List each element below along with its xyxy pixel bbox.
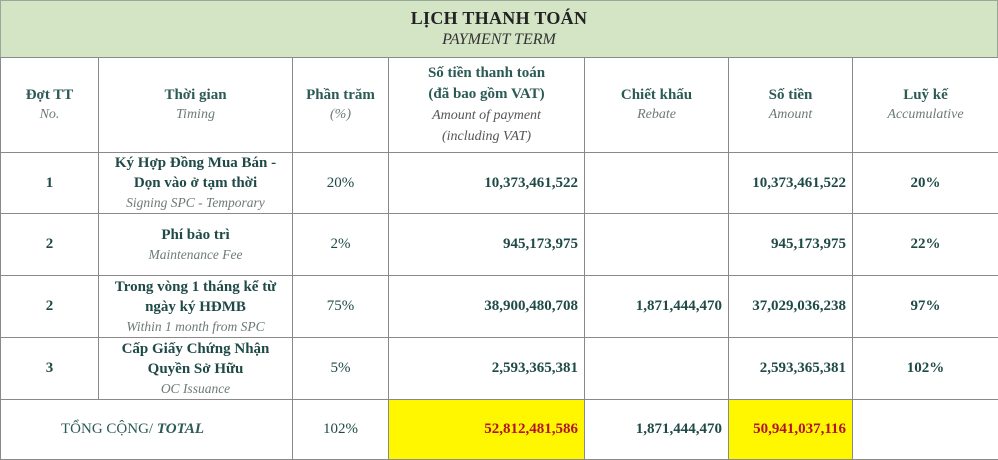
- row-rebate: 1,871,444,470: [585, 276, 729, 338]
- row-cumulative: 22%: [853, 214, 998, 276]
- row-percent: 75%: [293, 276, 389, 338]
- row-percent: 5%: [293, 338, 389, 400]
- row-timing: Trong vòng 1 tháng kể từ ngày ký HĐMB Wi…: [99, 276, 293, 338]
- row-payment: 38,900,480,708: [389, 276, 585, 338]
- table-row: 3 Cấp Giấy Chứng Nhận Quyền Sở Hữu OC Is…: [1, 338, 998, 400]
- total-payment: 52,812,481,586: [389, 400, 585, 460]
- title-vietnamese: LỊCH THANH TOÁN: [1, 1, 997, 29]
- row-amount: 10,373,461,522: [729, 153, 853, 214]
- row-payment: 2,593,365,381: [389, 338, 585, 400]
- total-label-en: TOTAL: [157, 421, 204, 437]
- row-payment: 10,373,461,522: [389, 153, 585, 214]
- total-rebate: 1,871,444,470: [585, 400, 729, 460]
- row-rebate: [585, 153, 729, 214]
- total-row: TỔNG CỘNG/ TOTAL 102% 52,812,481,586 1,8…: [1, 400, 998, 460]
- total-amount: 50,941,037,116: [729, 400, 853, 460]
- header-amount: Số tiền Amount: [729, 58, 853, 153]
- row-amount: 2,593,365,381: [729, 338, 853, 400]
- row-rebate: [585, 338, 729, 400]
- header-payment: Số tiền thanh toán (đã bao gồm VAT) Amou…: [389, 58, 585, 153]
- header-timing: Thời gian Timing: [99, 58, 293, 153]
- row-no: 3: [1, 338, 99, 400]
- header-percent: Phần trăm (%): [293, 58, 389, 153]
- row-payment: 945,173,975: [389, 214, 585, 276]
- total-label-vi: TỔNG CỘNG/: [61, 421, 153, 437]
- row-no: 1: [1, 153, 99, 214]
- total-percent: 102%: [293, 400, 389, 460]
- header-rebate: Chiết khấu Rebate: [585, 58, 729, 153]
- header-no: Đợt TT No.: [1, 58, 99, 153]
- row-percent: 2%: [293, 214, 389, 276]
- row-timing: Cấp Giấy Chứng Nhận Quyền Sở Hữu OC Issu…: [99, 338, 293, 400]
- table-row: 2 Phí bảo trì Maintenance Fee 2% 945,173…: [1, 214, 998, 276]
- header-row: Đợt TT No. Thời gian Timing Phần trăm (%…: [1, 58, 998, 153]
- row-no: 2: [1, 214, 99, 276]
- row-cumulative: 102%: [853, 338, 998, 400]
- row-cumulative: 97%: [853, 276, 998, 338]
- row-amount: 945,173,975: [729, 214, 853, 276]
- header-cumulative: Luỹ kế Accumulative: [853, 58, 998, 153]
- row-rebate: [585, 214, 729, 276]
- table-row: 1 Ký Hợp Đồng Mua Bán - Dọn vào ở tạm th…: [1, 153, 998, 214]
- row-percent: 20%: [293, 153, 389, 214]
- row-amount: 37,029,036,238: [729, 276, 853, 338]
- total-label: TỔNG CỘNG/ TOTAL: [1, 400, 293, 460]
- payment-table: Đợt TT No. Thời gian Timing Phần trăm (%…: [0, 57, 998, 460]
- title-band: LỊCH THANH TOÁN PAYMENT TERM: [0, 0, 998, 57]
- row-cumulative: 20%: [853, 153, 998, 214]
- row-timing: Phí bảo trì Maintenance Fee: [99, 214, 293, 276]
- row-no: 2: [1, 276, 99, 338]
- row-timing: Ký Hợp Đồng Mua Bán - Dọn vào ở tạm thời…: [99, 153, 293, 214]
- table-row: 2 Trong vòng 1 tháng kể từ ngày ký HĐMB …: [1, 276, 998, 338]
- total-cumulative: [853, 400, 998, 460]
- title-english: PAYMENT TERM: [1, 29, 997, 49]
